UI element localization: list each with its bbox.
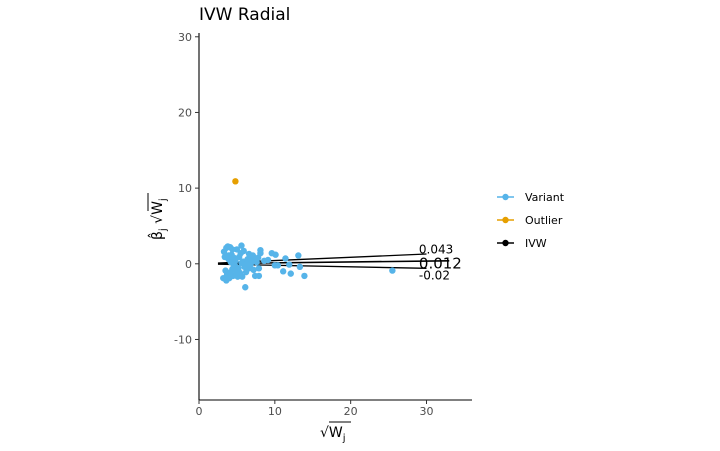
slope-annotation: 0.012 — [419, 254, 462, 272]
legend-label: Variant — [525, 191, 565, 204]
x-tick-label: 10 — [268, 405, 282, 418]
y-axis-title: β̂j √Wj — [147, 198, 169, 240]
variant-point — [225, 252, 232, 259]
legend-key-point — [502, 216, 509, 224]
x-tick-label: 0 — [196, 405, 203, 418]
slope-annotation: 0.043 — [419, 243, 453, 257]
legend-key-point — [502, 193, 509, 201]
variant-point — [286, 261, 293, 268]
variant-point — [230, 254, 238, 261]
variant-point — [248, 258, 256, 265]
x-tick-label: 20 — [344, 405, 358, 418]
plot-area: 0 10 20 30 -10 0 10 20 30 √Wj β̂j √Wj 0.0430.012-0.… — [147, 31, 472, 444]
variant-point — [223, 277, 230, 284]
variant-point — [249, 252, 257, 259]
y-tick-label: 10 — [178, 182, 192, 195]
y-tick-label: 0 — [185, 258, 192, 271]
variant-point — [240, 247, 247, 255]
variant-point — [287, 270, 294, 277]
variant-point — [242, 284, 249, 291]
legend-label: Outlier — [525, 214, 563, 227]
legend: Variant Outlier IVW — [497, 191, 565, 250]
legend-key-point — [502, 239, 509, 247]
outlier-point — [232, 178, 239, 185]
variant-point — [301, 272, 308, 280]
variant-point — [233, 246, 241, 253]
variant-point — [295, 252, 302, 259]
variant-point — [279, 268, 287, 275]
variant-point — [234, 273, 241, 280]
variant-point — [238, 242, 245, 249]
variant-point — [282, 255, 289, 262]
variant-point — [255, 272, 263, 280]
variant-point — [229, 246, 236, 253]
x-tick-label: 30 — [420, 405, 434, 418]
chart-title: IVW Radial — [199, 5, 290, 25]
variant-point — [272, 251, 279, 258]
legend-label: IVW — [525, 237, 547, 250]
variant-point — [255, 265, 263, 272]
variant-point — [257, 246, 264, 254]
variant-point — [389, 267, 396, 274]
y-tick-label: 30 — [178, 31, 192, 44]
variant-point — [233, 264, 241, 271]
variant-point — [239, 273, 246, 280]
variant-point — [264, 256, 272, 264]
variant-point — [271, 262, 279, 269]
y-tick-label: 20 — [178, 106, 192, 119]
variant-point — [226, 269, 234, 277]
variant-point — [296, 263, 304, 271]
x-axis-title: √Wj — [320, 425, 346, 444]
slope-annotation: -0.02 — [419, 268, 450, 282]
variant-point — [238, 259, 245, 267]
y-tick-label: -10 — [174, 333, 192, 346]
